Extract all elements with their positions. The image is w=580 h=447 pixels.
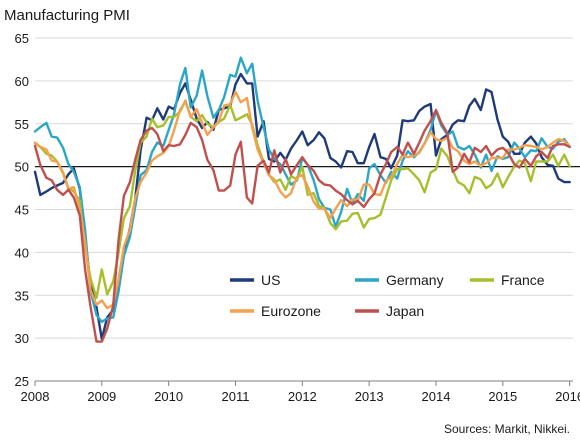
y-tick-label: 25 (15, 374, 29, 389)
y-tick-label: 35 (15, 288, 29, 303)
legend-label: France (501, 272, 545, 288)
series-line-japan (33, 108, 571, 343)
legend-item-france: France (470, 272, 545, 288)
legend-item-us: US (230, 272, 280, 288)
y-tick-label: 50 (15, 160, 29, 175)
legend-item-eurozone: Eurozone (230, 303, 321, 319)
x-tick-label: 2014 (422, 389, 451, 404)
legend: US Germany France Eurozone Japan (230, 272, 545, 319)
source-note: Sources: Markit, Nikkei. (444, 422, 570, 436)
y-tick-label: 30 (15, 331, 29, 346)
chart-title: Manufacturing PMI (4, 7, 130, 24)
legend-label: Eurozone (261, 303, 321, 319)
legend-item-japan: Japan (355, 303, 424, 319)
legend-label: Germany (386, 272, 444, 288)
series-line-eurozone (33, 90, 571, 310)
x-tick-label: 2010 (154, 389, 183, 404)
x-tick-label: 2011 (222, 389, 250, 404)
x-tick-label: 2008 (21, 389, 50, 404)
y-tick-label: 40 (15, 245, 29, 260)
x-tick-label: 2016 (555, 389, 580, 404)
x-tick-label: 2015 (488, 389, 517, 404)
series-line-france (33, 99, 571, 299)
y-tick-label: 60 (15, 74, 29, 89)
x-tick-label: 2009 (87, 389, 116, 404)
y-tick-label: 45 (15, 203, 29, 218)
legend-item-germany: Germany (355, 272, 444, 288)
legend-label: US (261, 272, 280, 288)
axis-layer: 25 30 35 40 45 50 55 60 65 2008 2009 2010 2011 2012 20… (15, 31, 580, 404)
series-layer (33, 56, 571, 343)
legend-label: Japan (386, 303, 424, 319)
x-tick-label: 2012 (288, 389, 317, 404)
y-tick-label: 55 (15, 117, 29, 132)
y-tick-label: 65 (15, 31, 29, 46)
x-tick-label: 2013 (355, 389, 384, 404)
